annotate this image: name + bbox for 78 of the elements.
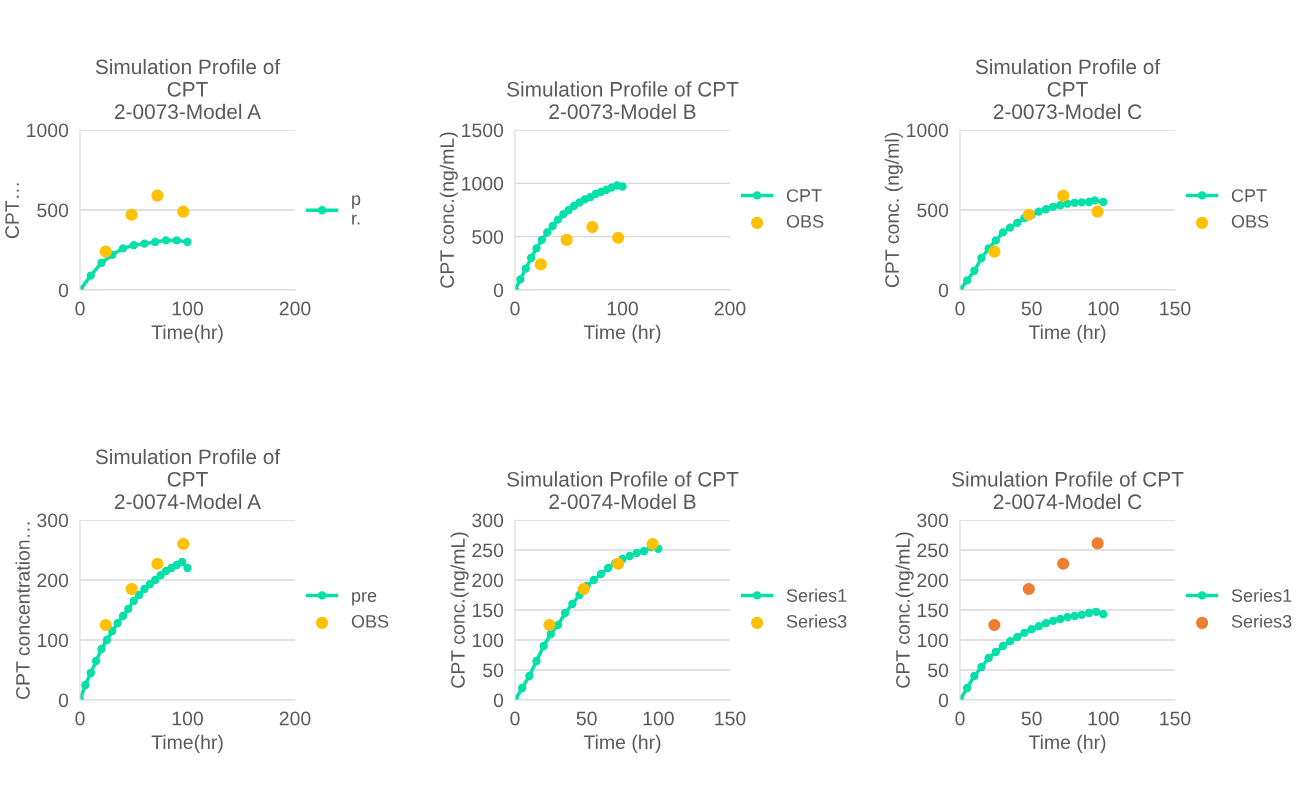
- y-tick-label: 500: [917, 203, 949, 218]
- x-axis-title: Time(hr): [151, 734, 223, 753]
- y-tick-label: 200: [917, 573, 949, 588]
- chart-title: Simulation Profile of CPT 2-0073-Model B: [507, 81, 739, 120]
- chart-title: Simulation Profile of CPT 2-0074-Model C: [952, 471, 1184, 510]
- y-tick-label: 0: [58, 693, 69, 708]
- x-tick-label: 0: [955, 711, 965, 726]
- legend-label: Series3: [786, 614, 847, 628]
- x-tick-label: 0: [510, 711, 520, 726]
- y-tick-label: 1000: [27, 123, 69, 138]
- x-axis-title: Time(hr): [151, 324, 223, 343]
- legend-label: OBS: [351, 614, 389, 628]
- y-tick-label: 0: [938, 283, 949, 298]
- y-axis-title: CPT concentration…: [15, 522, 30, 700]
- legend-label: Series3: [1231, 614, 1292, 628]
- y-tick-label: 100: [37, 633, 69, 648]
- y-tick-label: 250: [472, 543, 504, 558]
- y-tick-label: 0: [493, 693, 504, 708]
- x-tick-label: 0: [510, 301, 520, 316]
- y-tick-label: 300: [917, 513, 949, 528]
- x-tick-label: 150: [1160, 301, 1191, 316]
- legend-label: Series1: [1231, 588, 1292, 602]
- y-tick-label: 1000: [907, 123, 949, 138]
- y-tick-label: 0: [938, 693, 949, 708]
- legend-label: Series1: [786, 588, 847, 602]
- y-tick-label: 100: [917, 633, 949, 648]
- y-tick-label: 1500: [462, 123, 504, 138]
- chart-title: Simulation Profile of CPT 2-0074-Model B: [507, 471, 739, 510]
- x-tick-label: 200: [279, 301, 311, 316]
- legend-label: pre: [352, 592, 377, 606]
- x-tick-label: 0: [75, 711, 85, 726]
- y-tick-label: 100: [472, 633, 504, 648]
- x-tick-label: 150: [1160, 711, 1191, 726]
- x-tick-label: 150: [715, 711, 746, 726]
- y-axis-title: CPT…: [5, 183, 20, 239]
- x-axis-title: Time (hr): [1028, 324, 1106, 343]
- y-tick-label: 300: [472, 513, 504, 528]
- legend-label: OBS: [1231, 214, 1269, 228]
- y-axis-title: CPT conc.(ng/mL): [439, 132, 458, 288]
- x-tick-label: 50: [576, 711, 597, 726]
- y-tick-label: 150: [472, 603, 504, 618]
- x-tick-label: 50: [1021, 301, 1042, 316]
- x-tick-label: 100: [607, 301, 638, 316]
- legend-label: OBS: [786, 214, 824, 228]
- y-tick-label: 200: [37, 573, 69, 588]
- chart-title: Simulation Profile of CPT 2-0073-Model A: [95, 58, 281, 120]
- y-tick-label: 200: [472, 573, 504, 588]
- x-tick-label: 50: [1021, 711, 1042, 726]
- x-axis-title: Time (hr): [583, 324, 661, 343]
- chart-title: Simulation Profile of CPT 2-0074-Model A: [95, 448, 281, 510]
- y-tick-label: 250: [917, 543, 949, 558]
- x-tick-label: 100: [172, 301, 203, 316]
- y-tick-label: 150: [917, 603, 949, 618]
- y-tick-label: 1000: [462, 176, 504, 191]
- legend-label: CPT: [1231, 189, 1267, 202]
- legend-label: CPT: [786, 189, 822, 202]
- x-tick-label: 100: [1088, 301, 1119, 316]
- x-tick-label: 200: [279, 711, 311, 726]
- y-tick-label: 500: [472, 230, 504, 244]
- x-tick-label: 200: [714, 301, 746, 316]
- x-tick-label: 100: [172, 711, 203, 726]
- y-tick-label: 50: [928, 663, 949, 678]
- x-tick-label: 100: [1088, 711, 1119, 726]
- y-axis-title: CPT conc.(ng/mL): [450, 532, 469, 688]
- chart-title: Simulation Profile of CPT 2-0073-Model C: [975, 58, 1161, 120]
- y-tick-label: 0: [493, 283, 504, 298]
- x-axis-title: Time (hr): [583, 734, 661, 753]
- y-tick-label: 500: [37, 203, 69, 218]
- y-axis-title: CPT conc. (ng/ml): [884, 133, 903, 288]
- y-axis-title: CPT conc.(ng/mL): [895, 532, 914, 688]
- y-tick-label: 50: [483, 663, 504, 678]
- y-tick-label: 0: [58, 283, 69, 298]
- x-tick-label: 0: [955, 301, 965, 316]
- x-tick-label: 100: [643, 711, 674, 726]
- y-tick-label: 300: [37, 513, 69, 528]
- x-tick-label: 0: [75, 301, 85, 316]
- x-axis-title: Time (hr): [1028, 734, 1106, 753]
- legend-label: p r.: [352, 195, 361, 225]
